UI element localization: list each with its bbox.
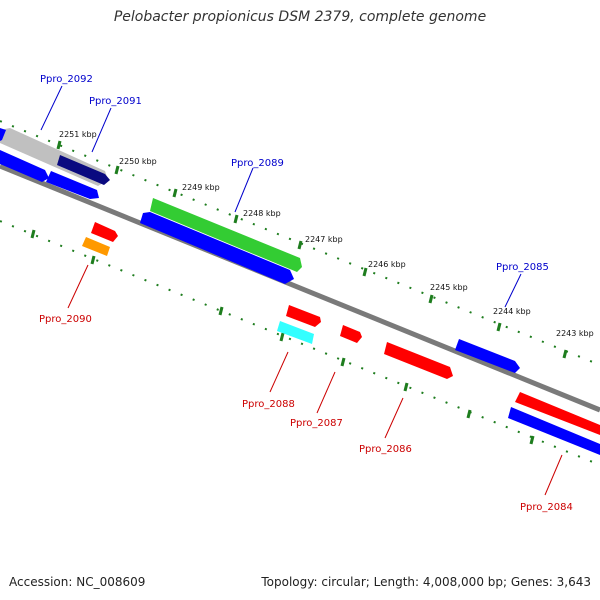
gene-feature-ppro-2090[interactable]	[82, 237, 110, 256]
gene-feature-ppro-2088-red[interactable]	[286, 305, 321, 327]
gene-feature-ppro-2092-blue[interactable]	[0, 128, 6, 141]
tick-label: 2249 kbp	[182, 183, 220, 192]
gene-feature-ppro-2087[interactable]	[340, 325, 362, 343]
gene-label-ppro-2090[interactable]: Ppro_2090	[39, 314, 92, 325]
gene-label-ppro-2091[interactable]: Ppro_2091	[89, 96, 142, 107]
map-title: Pelobacter propionicus DSM 2379, complet…	[113, 9, 487, 25]
gene-label-ppro-2087[interactable]: Ppro_2087	[290, 418, 343, 429]
gene-feature-blue-left-1[interactable]	[0, 150, 49, 182]
accession-label: Accession: NC_008609	[9, 575, 146, 589]
gene-label-ppro-2088[interactable]: Ppro_2088	[242, 399, 295, 410]
gene-label-ppro-2085[interactable]: Ppro_2085	[496, 262, 549, 273]
gene-label-ppro-2089[interactable]: Ppro_2089	[231, 158, 284, 169]
genome-summary: Topology: circular; Length: 4,008,000 bp…	[261, 575, 591, 589]
gene-feature-ppro-2085[interactable]	[455, 339, 520, 373]
gene-feature-blue-center[interactable]	[140, 212, 294, 284]
major-ticks-upper	[56, 140, 568, 359]
gene-label-ppro-2086[interactable]: Ppro_2086	[359, 444, 412, 455]
tick-label: 2246 kbp	[368, 260, 406, 269]
gene-feature-ppro-2091[interactable]	[57, 155, 110, 185]
genome-backbone	[0, 163, 600, 413]
tick-label: 2247 kbp	[305, 235, 343, 244]
gene-feature-ppro-2090-red[interactable]	[91, 222, 118, 242]
gene-feature-blue-left-2[interactable]	[46, 171, 99, 199]
gene-label-ppro-2092[interactable]: Ppro_2092	[40, 74, 93, 85]
gene-feature-ppro-2089[interactable]	[150, 198, 302, 272]
gene-feature-ppro-2088[interactable]	[277, 321, 314, 344]
gene-label-ppro-2084[interactable]: Ppro_2084	[520, 502, 573, 513]
gene-feature-blue-right[interactable]	[508, 407, 600, 455]
tick-label: 2248 kbp	[243, 209, 281, 218]
tick-label: 2251 kbp	[59, 130, 97, 139]
tick-label: 2244 kbp	[493, 307, 531, 316]
gene-leader-lines	[40, 85, 563, 496]
tick-label: 2245 kbp	[430, 283, 468, 292]
tick-label: 2243 kbp	[556, 329, 594, 338]
gene-feature-ppro-2086[interactable]	[384, 342, 453, 379]
tick-label: 2250 kbp	[119, 157, 157, 166]
major-ticks-lower	[30, 229, 535, 445]
gene-feature-ppro-2084-red[interactable]	[515, 392, 600, 435]
